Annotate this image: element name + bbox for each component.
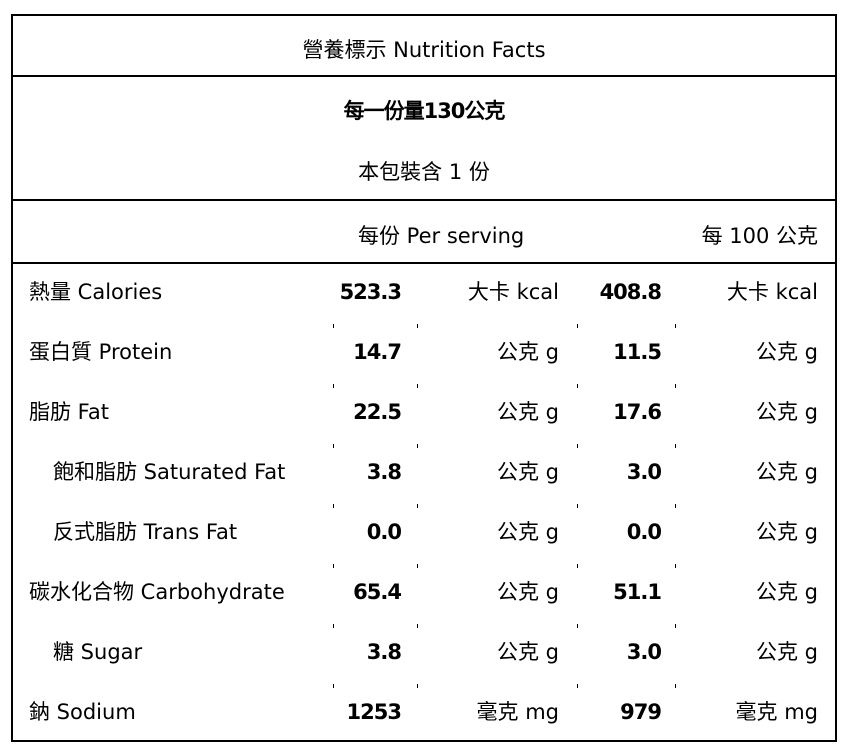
nutrient-row: 反式脂肪 Trans Fat 0.0 公克 g 0.0 公克 g [13, 502, 835, 568]
nutrient-name: 反式脂肪 Trans Fat [53, 520, 238, 544]
header-per-serving: 每份 Per serving [358, 224, 525, 248]
unit-per-100g: 公克 g [755, 640, 818, 664]
row-separator-tick [577, 624, 578, 628]
nutrient-row: 鈉 Sodium 1253 毫克 mg 979 毫克 mg [13, 682, 835, 742]
label-title: 營養標示 Nutrition Facts [302, 38, 546, 62]
nutrient-name: 碳水化合物 Carbohydrate [29, 580, 285, 604]
row-separator-tick [577, 504, 578, 508]
row-separator-tick [577, 444, 578, 448]
value-per-100g: 51.1 [613, 580, 662, 604]
nutrient-row: 熱量 Calories 523.3 大卡 kcal 408.8 大卡 kcal [13, 262, 835, 328]
value-per-100g: 11.5 [613, 340, 662, 364]
unit-per-100g: 公克 g [755, 340, 818, 364]
row-separator-tick [675, 564, 676, 568]
value-per-serving: 65.4 [353, 580, 402, 604]
row-separator-tick [333, 324, 334, 328]
row-separator-tick [577, 384, 578, 388]
unit-per-serving: 公克 g [496, 520, 559, 544]
nutrient-row: 碳水化合物 Carbohydrate 65.4 公克 g 51.1 公克 g [13, 562, 835, 628]
nutrient-name: 蛋白質 Protein [29, 340, 173, 364]
nutrient-name: 糖 Sugar [53, 640, 143, 664]
row-separator-tick [675, 624, 676, 628]
row-separator-tick [675, 384, 676, 388]
row-separator-tick [577, 684, 578, 688]
value-per-100g: 17.6 [613, 400, 662, 424]
divider [13, 75, 835, 77]
unit-per-100g: 公克 g [755, 580, 818, 604]
value-per-serving: 523.3 [339, 280, 402, 304]
unit-per-serving: 公克 g [496, 640, 559, 664]
nutrition-label: 營養標示 Nutrition Facts 每一份量130公克 本包裝含 1 份 … [11, 14, 837, 742]
row-separator-tick [675, 504, 676, 508]
header-per-100g: 每 100 公克 [701, 224, 818, 248]
row-separator-tick [417, 564, 418, 568]
value-per-100g: 979 [620, 700, 662, 724]
serving-size: 每一份量130公克 [343, 99, 506, 123]
unit-per-100g: 毫克 mg [735, 700, 818, 724]
unit-per-serving: 大卡 kcal [467, 280, 559, 304]
value-per-100g: 0.0 [626, 520, 662, 544]
row-separator-tick [417, 504, 418, 508]
nutrient-row: 糖 Sugar 3.8 公克 g 3.0 公克 g [13, 622, 835, 688]
row-separator-tick [577, 324, 578, 328]
row-separator-tick [577, 564, 578, 568]
nutrient-row: 飽和脂肪 Saturated Fat 3.8 公克 g 3.0 公克 g [13, 442, 835, 508]
value-per-serving: 3.8 [366, 460, 402, 484]
row-separator-tick [417, 384, 418, 388]
row-separator-tick [675, 444, 676, 448]
value-per-100g: 3.0 [626, 640, 662, 664]
unit-per-100g: 大卡 kcal [726, 280, 818, 304]
nutrient-name: 脂肪 Fat [29, 400, 109, 424]
divider [13, 262, 835, 264]
row-separator-tick [333, 504, 334, 508]
row-separator-tick [333, 564, 334, 568]
unit-per-serving: 毫克 mg [476, 700, 559, 724]
value-per-serving: 3.8 [366, 640, 402, 664]
unit-per-serving: 公克 g [496, 400, 559, 424]
nutrient-row: 蛋白質 Protein 14.7 公克 g 11.5 公克 g [13, 322, 835, 388]
row-separator-tick [675, 684, 676, 688]
value-per-100g: 3.0 [626, 460, 662, 484]
row-separator-tick [333, 684, 334, 688]
unit-per-serving: 公克 g [496, 340, 559, 364]
nutrient-name: 鈉 Sodium [29, 700, 136, 724]
row-separator-tick [417, 444, 418, 448]
nutrient-name: 熱量 Calories [29, 280, 163, 304]
row-separator-tick [675, 324, 676, 328]
row-separator-tick [333, 384, 334, 388]
nutrient-name: 飽和脂肪 Saturated Fat [53, 460, 286, 484]
row-separator-tick [333, 624, 334, 628]
divider [13, 199, 835, 201]
unit-per-100g: 公克 g [755, 400, 818, 424]
row-separator-tick [417, 684, 418, 688]
value-per-serving: 14.7 [353, 340, 402, 364]
row-separator-tick [333, 444, 334, 448]
servings-per-package: 本包裝含 1 份 [358, 160, 490, 184]
value-per-serving: 0.0 [366, 520, 402, 544]
unit-per-serving: 公克 g [496, 580, 559, 604]
value-per-serving: 22.5 [353, 400, 402, 424]
value-per-serving: 1253 [346, 700, 402, 724]
row-separator-tick [417, 324, 418, 328]
value-per-100g: 408.8 [599, 280, 662, 304]
unit-per-100g: 公克 g [755, 520, 818, 544]
nutrient-row: 脂肪 Fat 22.5 公克 g 17.6 公克 g [13, 382, 835, 448]
row-separator-tick [417, 624, 418, 628]
unit-per-serving: 公克 g [496, 460, 559, 484]
unit-per-100g: 公克 g [755, 460, 818, 484]
